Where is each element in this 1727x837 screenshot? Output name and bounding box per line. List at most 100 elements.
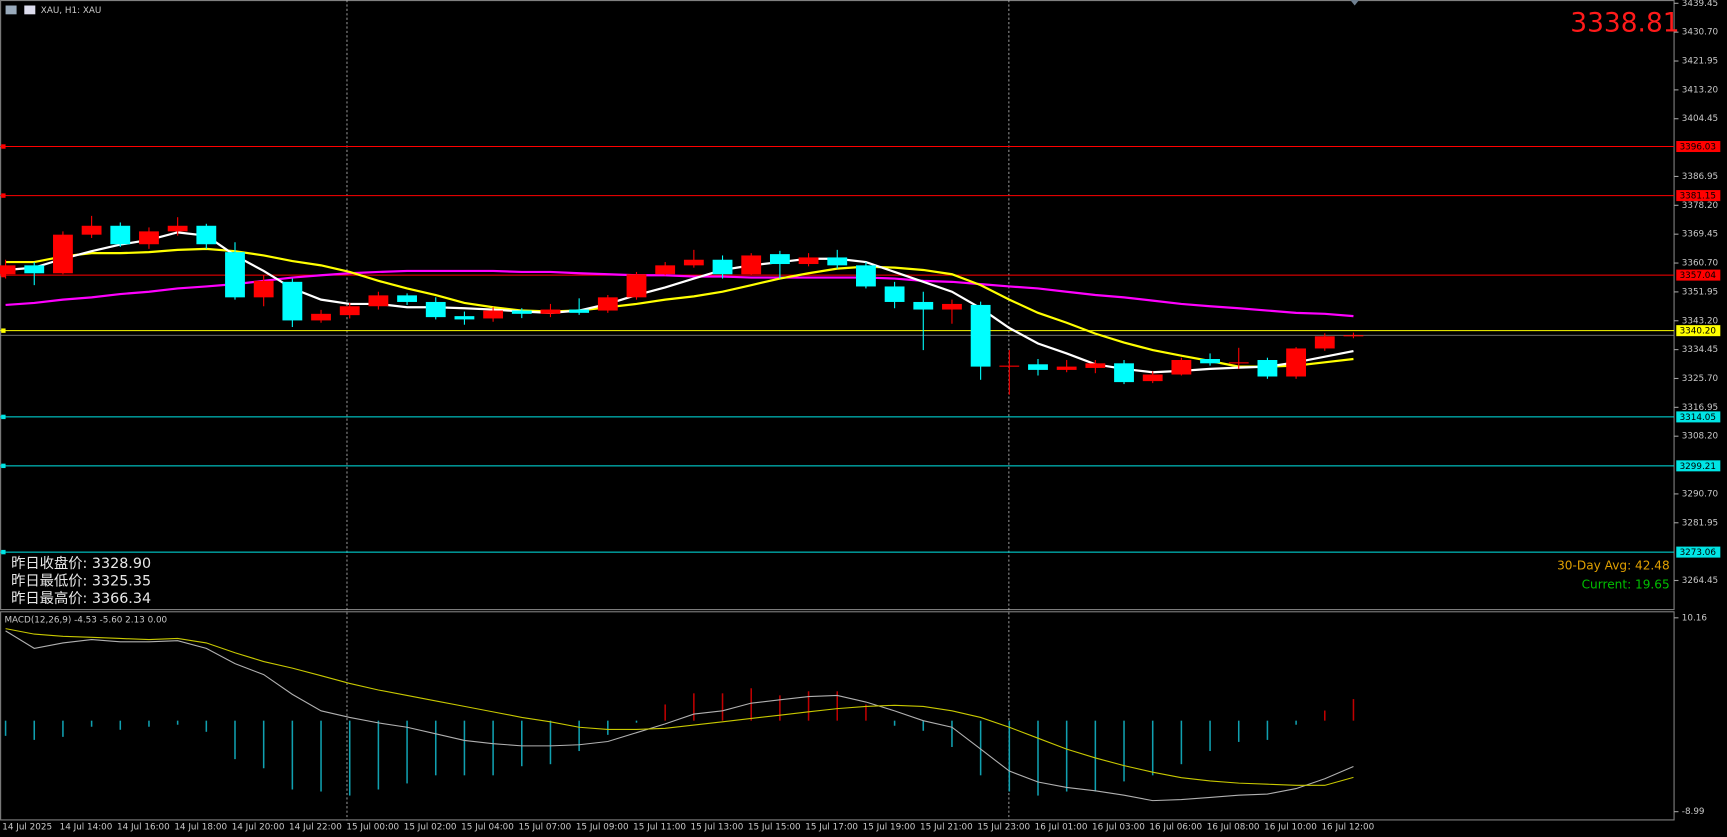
shift-marker bbox=[1350, 0, 1360, 6]
candle-body bbox=[913, 301, 934, 310]
level-label: 3357.04 bbox=[1680, 271, 1717, 281]
x-tick-label: 15 Jul 07:00 bbox=[518, 823, 571, 833]
stat-text: 30-Day Avg: 42.48 bbox=[1557, 559, 1670, 573]
level-tag bbox=[1676, 190, 1721, 202]
chart-title: XAU, H1: XAU bbox=[41, 6, 102, 16]
candle-body bbox=[368, 295, 389, 307]
level-tag bbox=[1676, 325, 1721, 337]
macd-frame bbox=[0, 611, 1675, 821]
y-tick-label: 3334.45 bbox=[1682, 345, 1718, 355]
y-tick-label: 3281.95 bbox=[1682, 518, 1718, 528]
candle-body bbox=[1200, 359, 1220, 364]
x-tick-label: 16 Jul 03:00 bbox=[1092, 823, 1145, 833]
level-tag bbox=[1676, 141, 1721, 153]
candle-body bbox=[253, 280, 274, 298]
candle-body bbox=[53, 234, 73, 274]
level-marker bbox=[1, 272, 6, 278]
x-tick-label: 15 Jul 19:00 bbox=[863, 823, 916, 833]
candle-body bbox=[0, 265, 16, 275]
level-marker bbox=[1, 144, 6, 149]
chart-icon[interactable] bbox=[24, 5, 36, 15]
x-tick-label: 15 Jul 00:00 bbox=[346, 823, 399, 833]
level-marker bbox=[1, 193, 6, 198]
candle-body bbox=[1286, 348, 1307, 377]
x-tick-label: 14 Jul 2025 bbox=[2, 823, 52, 833]
info-text: 昨日收盘价: 3328.90 bbox=[11, 554, 151, 572]
x-tick-label: 16 Jul 12:00 bbox=[1321, 823, 1374, 833]
candle-body bbox=[942, 303, 962, 310]
level-label: 3396.03 bbox=[1680, 143, 1716, 153]
moving-average bbox=[5, 247, 1354, 368]
window-icon[interactable] bbox=[5, 5, 17, 15]
level-label: 3273.06 bbox=[1680, 548, 1717, 558]
candle-body bbox=[827, 257, 848, 266]
candle-body bbox=[425, 301, 446, 318]
candle-body bbox=[1228, 362, 1249, 364]
candle-body bbox=[884, 286, 905, 302]
level-label: 3299.21 bbox=[1680, 462, 1716, 472]
y-tick-label: 3360.70 bbox=[1682, 259, 1719, 269]
last-price: 3338.81 bbox=[1570, 8, 1679, 39]
info-text: 昨日最低价: 3325.35 bbox=[11, 572, 151, 589]
candle-body bbox=[110, 225, 131, 245]
candle-body bbox=[167, 225, 188, 232]
candle-body bbox=[196, 225, 217, 245]
y-tick-label: 3421.95 bbox=[1682, 57, 1718, 67]
level-label: 3314.05 bbox=[1680, 413, 1716, 423]
candle-body bbox=[1314, 336, 1335, 349]
level-marker bbox=[1, 463, 6, 469]
x-tick-label: 15 Jul 04:00 bbox=[461, 823, 514, 833]
candle-body bbox=[683, 259, 704, 266]
x-tick-label: 14 Jul 18:00 bbox=[174, 823, 227, 833]
candle-body bbox=[626, 274, 647, 298]
macd-title: MACD(12,26,9) -4.53 -5.60 2.13 0.00 bbox=[4, 616, 167, 626]
level-tag bbox=[1676, 546, 1721, 558]
y-tick-label: 3325.70 bbox=[1682, 374, 1719, 384]
y-tick-label: 3439.45 bbox=[1682, 0, 1718, 9]
x-tick-label: 14 Jul 20:00 bbox=[232, 823, 285, 833]
level-marker bbox=[1, 414, 6, 420]
y-tick-label: 3290.70 bbox=[1682, 489, 1719, 499]
candle-body bbox=[511, 310, 532, 314]
candle-body bbox=[856, 265, 876, 287]
level-label: 3340.20 bbox=[1680, 327, 1717, 337]
candle-body bbox=[454, 316, 475, 320]
stat-text: Current: 19.65 bbox=[1582, 577, 1670, 591]
candle-body bbox=[1085, 363, 1106, 368]
candle-body bbox=[970, 304, 991, 367]
candle-body bbox=[282, 281, 303, 321]
candle-body bbox=[311, 313, 331, 321]
candle-body bbox=[569, 309, 590, 313]
x-tick-label: 15 Jul 11:00 bbox=[633, 823, 686, 833]
level-tag bbox=[1676, 269, 1721, 281]
candle-body bbox=[1056, 366, 1077, 370]
y-tick-label: 3308.20 bbox=[1682, 432, 1719, 442]
candle-body bbox=[339, 306, 360, 316]
y-tick-label: 3404.45 bbox=[1682, 114, 1718, 124]
y-tick-label: 3378.20 bbox=[1682, 201, 1719, 211]
candle-body bbox=[798, 257, 819, 265]
x-tick-label: 15 Jul 15:00 bbox=[748, 823, 801, 833]
candle-body bbox=[1142, 374, 1163, 382]
candle-body bbox=[999, 365, 1020, 367]
candle-body bbox=[540, 309, 561, 314]
candle-body bbox=[712, 259, 733, 275]
level-marker bbox=[1, 328, 6, 333]
y-tick-label: 3430.70 bbox=[1682, 28, 1719, 38]
y-tick-label: 3343.20 bbox=[1682, 316, 1719, 326]
info-text: 昨日最高价: 3366.34 bbox=[11, 590, 151, 607]
y-tick-label: 3369.45 bbox=[1682, 230, 1718, 240]
y-tick-label: 3316.95 bbox=[1682, 403, 1718, 413]
candle-body bbox=[1343, 335, 1364, 337]
x-tick-label: 16 Jul 01:00 bbox=[1035, 823, 1088, 833]
candle-body bbox=[1028, 364, 1048, 370]
x-tick-label: 14 Jul 16:00 bbox=[117, 823, 170, 833]
y-tick-label: 3351.95 bbox=[1682, 287, 1718, 297]
macd-line bbox=[5, 628, 1354, 786]
candle-body bbox=[1257, 360, 1278, 377]
macd-line bbox=[5, 630, 1354, 802]
x-tick-label: 14 Jul 14:00 bbox=[60, 823, 113, 833]
